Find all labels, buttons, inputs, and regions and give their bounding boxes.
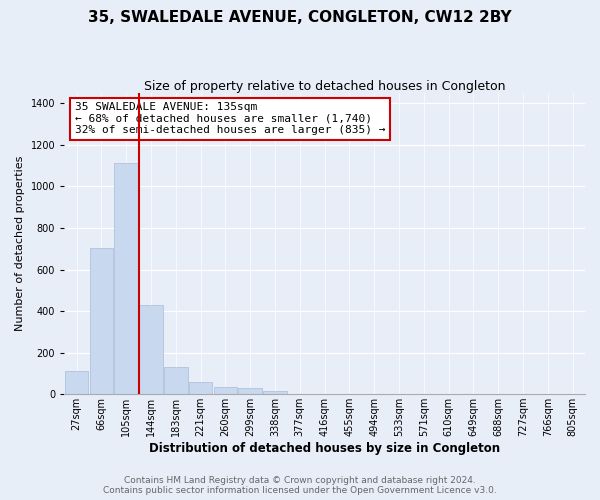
Y-axis label: Number of detached properties: Number of detached properties bbox=[15, 156, 25, 332]
Bar bbox=[139, 305, 163, 394]
Text: 35, SWALEDALE AVENUE, CONGLETON, CW12 2BY: 35, SWALEDALE AVENUE, CONGLETON, CW12 2B… bbox=[88, 10, 512, 25]
Bar bbox=[115, 162, 138, 394]
Bar bbox=[89, 248, 113, 394]
Bar bbox=[164, 367, 188, 394]
Text: Contains HM Land Registry data © Crown copyright and database right 2024.
Contai: Contains HM Land Registry data © Crown c… bbox=[103, 476, 497, 495]
Bar bbox=[263, 392, 287, 394]
Bar bbox=[238, 388, 262, 394]
Bar bbox=[65, 372, 88, 394]
Title: Size of property relative to detached houses in Congleton: Size of property relative to detached ho… bbox=[144, 80, 505, 93]
Text: 35 SWALEDALE AVENUE: 135sqm
← 68% of detached houses are smaller (1,740)
32% of : 35 SWALEDALE AVENUE: 135sqm ← 68% of det… bbox=[74, 102, 385, 135]
Bar bbox=[189, 382, 212, 394]
Bar bbox=[214, 387, 237, 394]
X-axis label: Distribution of detached houses by size in Congleton: Distribution of detached houses by size … bbox=[149, 442, 500, 455]
